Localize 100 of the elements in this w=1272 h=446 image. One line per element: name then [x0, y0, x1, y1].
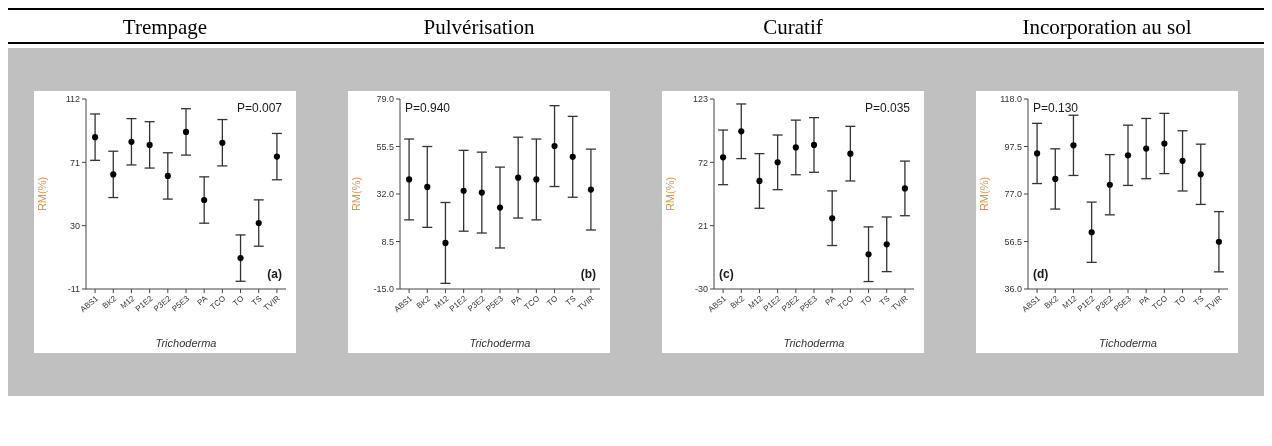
- point: [810, 141, 818, 149]
- point: [533, 176, 540, 183]
- point: [1124, 152, 1132, 159]
- y-tick-label: 36.0: [1004, 284, 1022, 295]
- chart-title: Pulvérisation: [322, 8, 636, 44]
- point: [883, 241, 890, 248]
- point: [1215, 238, 1222, 245]
- x-tick-label: BK2: [728, 293, 747, 311]
- point: [865, 251, 872, 258]
- point: [424, 183, 431, 191]
- chart-title: Trempage: [8, 8, 322, 44]
- x-tick-label: BK2: [100, 293, 119, 311]
- y-tick-label: 56.5: [1004, 236, 1022, 247]
- point: [496, 204, 504, 211]
- point: [406, 176, 413, 183]
- point: [478, 189, 485, 196]
- annotation: P=0.007: [236, 101, 282, 115]
- x-axis-title: Trichoderma: [783, 337, 845, 349]
- annotation: (d): [1033, 267, 1049, 281]
- point: [164, 172, 171, 180]
- point: [738, 128, 745, 135]
- y-tick-label: 21: [697, 220, 708, 231]
- y-tick-label: 8.5: [381, 236, 394, 247]
- point: [774, 159, 781, 166]
- point: [1161, 140, 1168, 147]
- point: [551, 143, 558, 150]
- point: [460, 187, 467, 194]
- x-tick-label: TO: [231, 293, 246, 308]
- x-tick-label: TS: [1192, 293, 1206, 308]
- point: [201, 196, 208, 204]
- y-tick-label: -11: [67, 284, 80, 295]
- x-axis-title: Trichoderma: [469, 337, 531, 349]
- y-tick-label: -30: [694, 284, 708, 295]
- x-tick-label: BK2: [1042, 293, 1061, 311]
- x-tick-label: TCO: [1150, 293, 1170, 312]
- point: [847, 150, 854, 157]
- x-tick-label: TO: [1173, 293, 1188, 308]
- x-tick-label: TO: [859, 293, 874, 308]
- x-tick-label: TCO: [836, 293, 856, 312]
- x-tick-label: PA: [1137, 293, 1152, 308]
- point: [1197, 171, 1204, 178]
- y-axis-title: RM(%): [663, 176, 676, 212]
- chart-title: Incorporation au sol: [950, 8, 1264, 44]
- point: [792, 144, 799, 151]
- y-tick-label: 55.5: [376, 141, 394, 152]
- y-tick-label: 32.0: [376, 189, 394, 200]
- x-tick-label: TCO: [522, 293, 542, 312]
- point: [255, 219, 262, 227]
- point: [110, 171, 117, 178]
- point: [442, 239, 449, 246]
- x-tick-label: PA: [823, 293, 838, 308]
- point: [92, 134, 99, 141]
- annotation: P=0.940: [405, 101, 451, 115]
- y-axis-title: RM(%): [977, 176, 990, 212]
- point: [901, 185, 908, 192]
- x-axis-title: Tichoderma: [1099, 337, 1157, 349]
- y-tick-label: 97.5: [1004, 141, 1022, 152]
- y-axis-title: RM(%): [349, 176, 362, 212]
- point: [569, 153, 576, 160]
- y-tick-label: 118.0: [1000, 94, 1022, 105]
- point: [756, 177, 763, 185]
- point: [1143, 145, 1150, 152]
- point: [515, 174, 522, 181]
- x-axis-title: Trichoderma: [155, 337, 217, 349]
- point: [587, 186, 594, 193]
- point: [720, 154, 727, 161]
- y-tick-label: 123: [692, 94, 708, 105]
- y-tick-label: 72: [697, 157, 708, 168]
- annotation: (c): [719, 267, 734, 281]
- y-tick-label: -15.0: [373, 284, 394, 295]
- annotation: (a): [267, 267, 282, 281]
- y-tick-label: 71: [69, 157, 80, 168]
- y-tick-label: 77.0: [1004, 189, 1022, 200]
- annotation: (b): [580, 267, 596, 281]
- point: [128, 138, 135, 145]
- point: [1088, 229, 1095, 236]
- x-tick-label: TO: [545, 293, 560, 308]
- point: [146, 141, 153, 148]
- y-tick-label: 30: [69, 220, 80, 231]
- x-tick-label: TS: [878, 293, 892, 308]
- point: [1034, 150, 1041, 157]
- point: [1179, 157, 1186, 164]
- annotation: P=0.035: [864, 101, 910, 115]
- x-tick-label: TS: [250, 293, 264, 308]
- x-tick-label: TCO: [208, 293, 228, 312]
- x-tick-label: PA: [509, 293, 524, 308]
- x-tick-label: TS: [564, 293, 578, 308]
- point: [182, 128, 190, 135]
- y-tick-label: 112: [65, 94, 80, 105]
- point: [1070, 142, 1077, 149]
- chart-title: Curatif: [636, 8, 950, 44]
- point: [829, 215, 836, 222]
- point: [1106, 181, 1113, 188]
- x-tick-label: BK2: [414, 293, 433, 311]
- point: [219, 139, 226, 146]
- point: [1052, 175, 1059, 183]
- x-tick-label: PA: [195, 293, 210, 308]
- annotation: P=0.130: [1033, 101, 1079, 115]
- y-tick-label: 79.0: [376, 94, 394, 105]
- y-axis-title: RM(%): [35, 176, 48, 212]
